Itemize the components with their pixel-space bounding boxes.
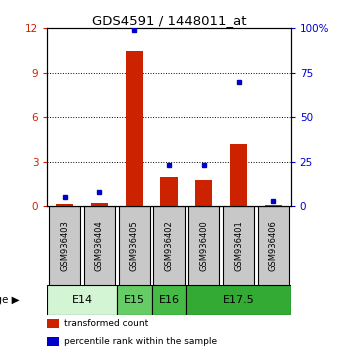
Bar bbox=[117, 285, 152, 315]
Text: E17.5: E17.5 bbox=[223, 295, 255, 305]
Text: GSM936401: GSM936401 bbox=[234, 220, 243, 271]
Bar bbox=[265, 205, 282, 206]
Text: E16: E16 bbox=[159, 295, 179, 305]
Bar bbox=[49, 206, 80, 285]
Bar bbox=[230, 144, 247, 206]
Bar bbox=[47, 319, 59, 328]
Bar bbox=[47, 285, 117, 315]
Text: GSM936404: GSM936404 bbox=[95, 220, 104, 271]
Bar bbox=[153, 206, 185, 285]
Text: GSM936406: GSM936406 bbox=[269, 220, 278, 271]
Bar bbox=[91, 203, 108, 206]
Text: percentile rank within the sample: percentile rank within the sample bbox=[64, 337, 217, 346]
Bar bbox=[188, 206, 219, 285]
Bar bbox=[84, 206, 115, 285]
Text: E14: E14 bbox=[72, 295, 93, 305]
Bar bbox=[223, 206, 254, 285]
Bar bbox=[195, 179, 213, 206]
Text: GSM936405: GSM936405 bbox=[130, 220, 139, 271]
Text: E15: E15 bbox=[124, 295, 145, 305]
Bar bbox=[160, 177, 178, 206]
Text: GSM936402: GSM936402 bbox=[165, 220, 173, 271]
Text: GSM936403: GSM936403 bbox=[60, 220, 69, 271]
Bar bbox=[119, 206, 150, 285]
Text: age ▶: age ▶ bbox=[0, 295, 20, 305]
Title: GDS4591 / 1448011_at: GDS4591 / 1448011_at bbox=[92, 14, 246, 27]
Bar bbox=[47, 337, 59, 346]
Bar bbox=[258, 206, 289, 285]
Bar bbox=[56, 204, 73, 206]
Bar bbox=[152, 285, 186, 315]
Bar bbox=[186, 285, 291, 315]
Text: transformed count: transformed count bbox=[64, 319, 149, 328]
Bar bbox=[125, 51, 143, 206]
Text: GSM936400: GSM936400 bbox=[199, 220, 208, 271]
